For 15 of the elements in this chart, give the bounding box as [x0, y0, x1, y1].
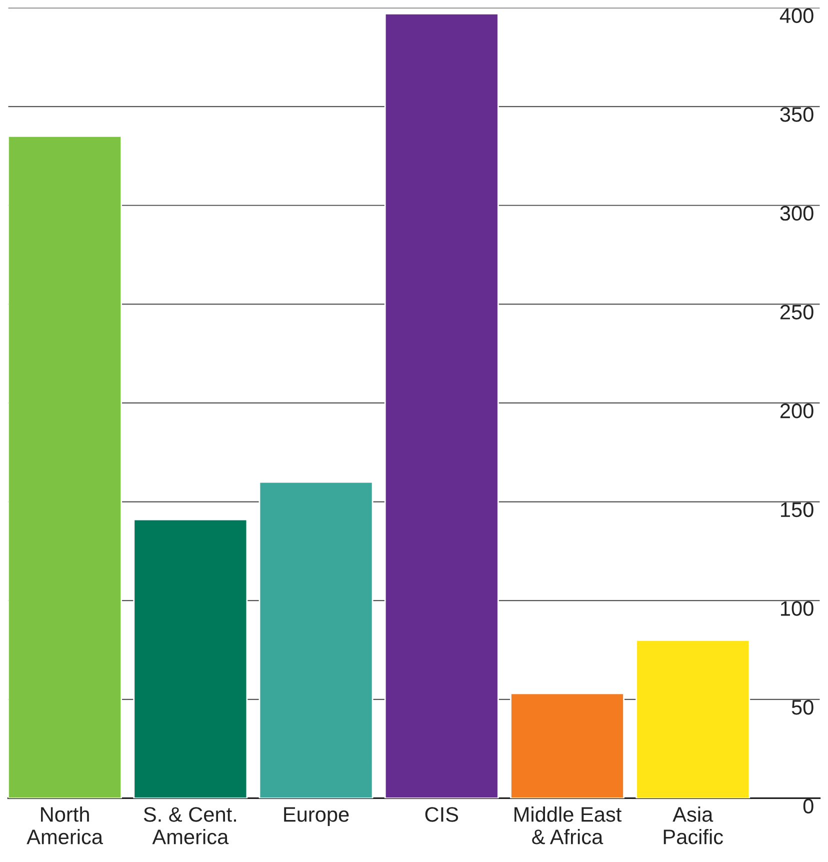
y-tick-label: 350 [780, 107, 814, 122]
y-tick-label: 0 [803, 798, 814, 814]
x-tick-label: Europe [284, 807, 349, 826]
y-tick-label: 200 [780, 404, 814, 418]
y-tick-label: 400 [780, 8, 814, 24]
y-tick-label: 300 [780, 206, 814, 221]
x-tick-label: CIS [425, 807, 458, 822]
x-tick-label: S. & Cent. America [144, 807, 236, 844]
x-tick-label: North America [26, 806, 104, 844]
y-tick-label: 100 [780, 601, 814, 616]
y-tick-label: 150 [780, 502, 814, 518]
x-tick-label: Asia Pacific [664, 806, 723, 844]
y-tick-label: 50 [792, 700, 814, 715]
y-tick-label: 250 [780, 304, 814, 320]
x-tick-label: Middle East & Africa [514, 806, 622, 844]
